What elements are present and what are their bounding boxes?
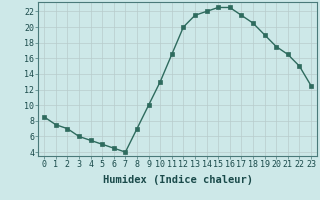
- X-axis label: Humidex (Indice chaleur): Humidex (Indice chaleur): [103, 175, 252, 185]
